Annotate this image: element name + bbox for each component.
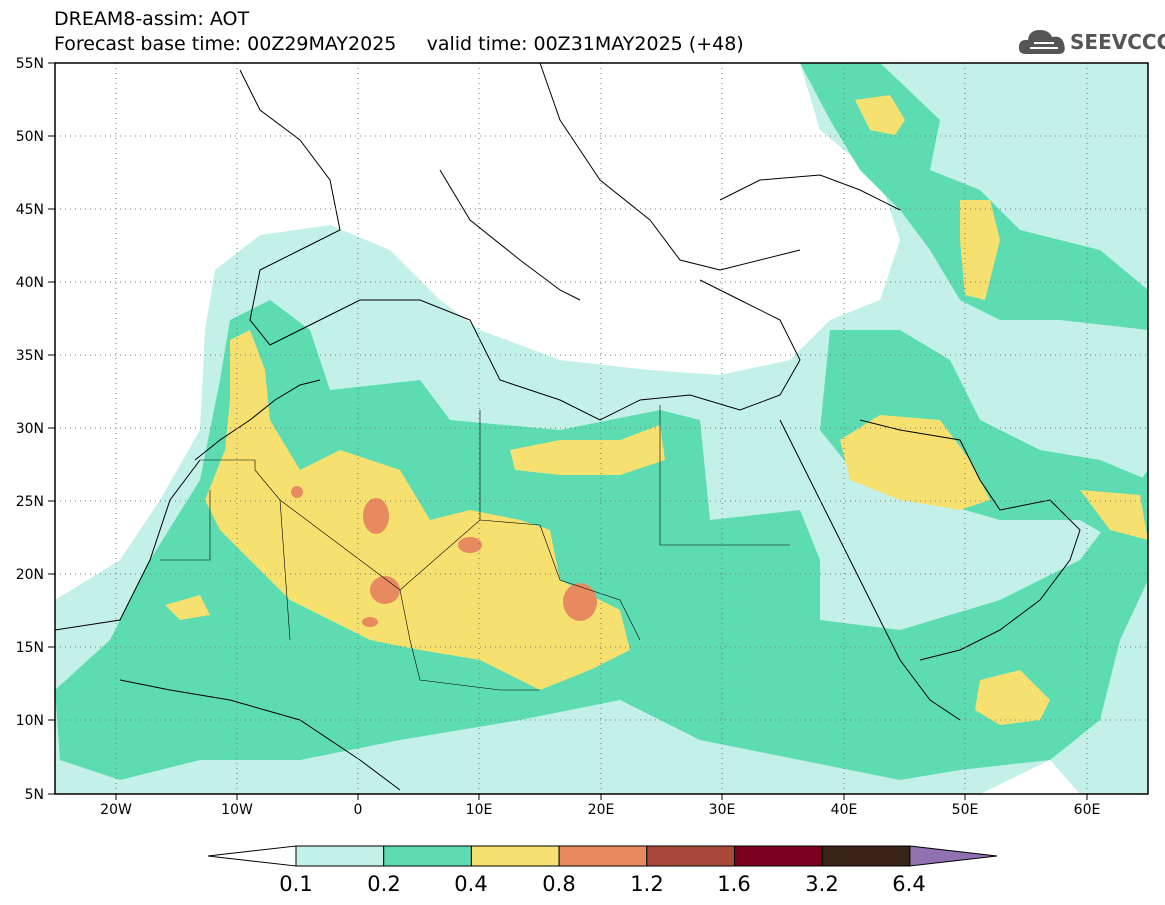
aot-band-0.4 — [205, 330, 630, 690]
aot-band-0.8-mali — [370, 576, 400, 604]
colorbar-label: 0.1 — [279, 872, 313, 896]
aot-field — [55, 63, 1148, 794]
colorbar-segment — [295, 845, 385, 867]
lat-tick: 25N — [16, 494, 44, 510]
aot-band-0.8-algeria — [363, 498, 389, 534]
colorbar-label: 0.2 — [367, 872, 401, 896]
colorbar-extend-high — [909, 845, 998, 867]
aot-band-0.2-arabia — [820, 330, 1148, 560]
aot-band-0.8-mali-small — [362, 617, 378, 627]
colorbar-label: 1.6 — [717, 872, 751, 896]
lat-tick: 10N — [16, 713, 44, 729]
colorbar-segment — [470, 845, 560, 867]
lat-tick: 5N — [25, 787, 44, 803]
aot-band-0.4-russia — [855, 95, 905, 135]
aot-band-0.8-morocco — [291, 486, 303, 498]
colorbar-label: 0.4 — [454, 872, 488, 896]
colorbar-segment — [383, 845, 472, 867]
colorbar-label: 0.8 — [542, 872, 576, 896]
cloud-icon — [1018, 30, 1065, 54]
map-title: DREAM8-assim: AOT — [54, 8, 250, 30]
base-time-label: Forecast base time: 00Z29MAY2025 — [54, 33, 397, 55]
country-borders — [160, 405, 790, 691]
aot-band-0.4-west-sahel — [165, 595, 210, 620]
lat-tick: 40N — [16, 275, 44, 291]
lat-tick: 35N — [16, 348, 44, 364]
aot-band-0.4-libya — [510, 425, 665, 475]
colorbar-label: 6.4 — [892, 872, 926, 896]
colorbar — [207, 845, 998, 867]
lat-tick-marks — [48, 62, 55, 795]
logo-text: SEEVCCC — [1070, 30, 1165, 54]
lat-tick: 20N — [16, 567, 44, 583]
lon-axis: 20W 10W 0 10E 20E 30E 40E 50E 60E — [100, 802, 1100, 818]
lon-tick: 10W — [221, 802, 253, 818]
coastlines — [55, 63, 1081, 791]
colorbar-label: 1.2 — [630, 872, 664, 896]
aot-band-0.8-niger — [458, 537, 482, 553]
lon-tick: 20W — [100, 802, 132, 818]
aot-band-0.2 — [55, 300, 1148, 780]
valid-time-label: valid time: 00Z31MAY2025 (+48) — [426, 33, 744, 55]
colorbar-segment — [734, 845, 823, 867]
forecast-times: Forecast base time: 00Z29MAY2025 valid t… — [54, 33, 744, 55]
lon-tick: 40E — [831, 802, 858, 818]
lon-tick: 30E — [709, 802, 736, 818]
lon-tick: 20E — [588, 802, 615, 818]
lon-tick-marks — [115, 794, 1088, 800]
colorbar-segment — [646, 845, 735, 867]
seevccc-logo: SEEVCCC — [1018, 24, 1165, 58]
lon-tick: 60E — [1074, 802, 1101, 818]
lat-axis: 5N 10N 15N 20N 25N 30N 35N 40N 45N 50N 5… — [16, 56, 44, 803]
colorbar-segment — [558, 845, 648, 867]
colorbar-extend-low — [207, 845, 297, 867]
colorbar-segment — [821, 845, 911, 867]
lat-tick: 15N — [16, 640, 44, 656]
aot-band-0.8-chad — [563, 583, 597, 621]
aot-band-0.4-yemen — [975, 670, 1050, 725]
lon-tick: 10E — [466, 802, 493, 818]
lat-tick: 55N — [16, 56, 44, 72]
aot-band-0.4-caspian — [960, 200, 1000, 300]
lon-tick: 0 — [354, 802, 363, 818]
lon-tick: 50E — [952, 802, 979, 818]
graticule — [55, 63, 1148, 794]
lat-tick: 50N — [16, 129, 44, 145]
lat-tick: 45N — [16, 202, 44, 218]
lat-tick: 30N — [16, 421, 44, 437]
aot-band-0.4-oman — [1080, 490, 1148, 540]
colorbar-label: 3.2 — [805, 872, 839, 896]
